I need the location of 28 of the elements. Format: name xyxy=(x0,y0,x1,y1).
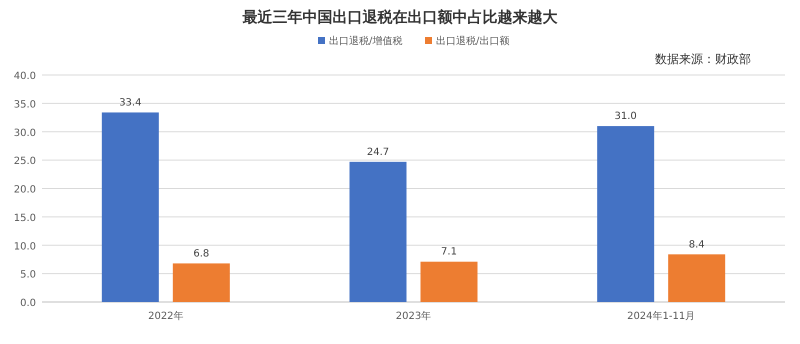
y-tick-label: 40.0 xyxy=(14,71,36,82)
source-note: 数据来源：财政部 xyxy=(655,52,751,66)
bar xyxy=(668,254,726,302)
x-tick-label: 2023年 xyxy=(396,310,432,322)
data-label: 6.8 xyxy=(193,248,210,260)
data-label: 24.7 xyxy=(366,146,390,158)
data-label: 31.0 xyxy=(614,111,637,122)
y-tick-label: 10.0 xyxy=(14,241,36,252)
y-tick-label: 30.0 xyxy=(14,128,36,139)
data-label: 8.4 xyxy=(688,239,705,250)
x-tick-label: 2024年1-11月 xyxy=(627,310,696,322)
bar xyxy=(102,112,159,302)
y-tick-label: 5.0 xyxy=(20,270,36,281)
y-tick-label: 35.0 xyxy=(14,99,36,110)
bar xyxy=(350,162,406,302)
bar xyxy=(597,126,654,302)
y-tick-label: 0.0 xyxy=(20,298,36,309)
legend-label: 出口退税/出口额 xyxy=(436,35,510,47)
legend-label: 出口退税/增值税 xyxy=(329,35,402,47)
y-tick-label: 15.0 xyxy=(14,212,36,224)
bar xyxy=(420,262,478,302)
x-tick-label: 2022年 xyxy=(148,310,184,322)
chart-title: 最近三年中国出口退税在出口额中占比越来越大 xyxy=(242,8,558,26)
data-label: 33.4 xyxy=(119,97,142,108)
bar xyxy=(172,263,230,302)
data-label: 7.1 xyxy=(441,246,457,258)
y-tick-label: 20.0 xyxy=(14,184,36,196)
y-tick-label: 25.0 xyxy=(14,156,36,168)
